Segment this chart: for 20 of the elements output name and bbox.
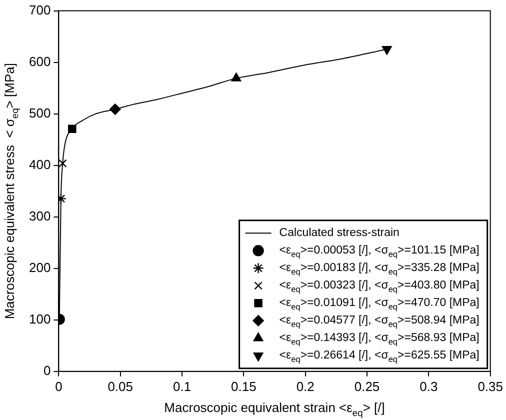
- x-tick-label: 0.25: [354, 378, 380, 394]
- legend-label: Calculated stress-strain: [279, 227, 400, 240]
- y-tick-label: 600: [28, 54, 51, 69]
- y-tick-label: 700: [28, 2, 51, 18]
- x-tick-label: 0.15: [231, 378, 256, 394]
- x-tick-label: 0.3: [420, 378, 438, 394]
- x-tick-label: 0.05: [108, 378, 134, 394]
- point: [231, 72, 242, 82]
- y-tick-label: 0: [43, 362, 51, 378]
- x-tick-label: 0.2: [296, 378, 314, 394]
- y-tick-label: 400: [28, 156, 51, 172]
- y-tick-label: 500: [28, 105, 51, 120]
- y-tick-label: 100: [28, 311, 51, 326]
- x-tick-label: 0.35: [478, 378, 504, 394]
- x-tick-label: 0.1: [172, 378, 192, 394]
- y-tick-label: 300: [28, 208, 51, 224]
- x-tick-label: 0: [55, 378, 62, 394]
- y-axis-title: Macroscopic equivalent stress < σeq> [MPa]: [2, 63, 20, 320]
- point: [382, 46, 392, 55]
- y-tick-label: 200: [28, 260, 51, 275]
